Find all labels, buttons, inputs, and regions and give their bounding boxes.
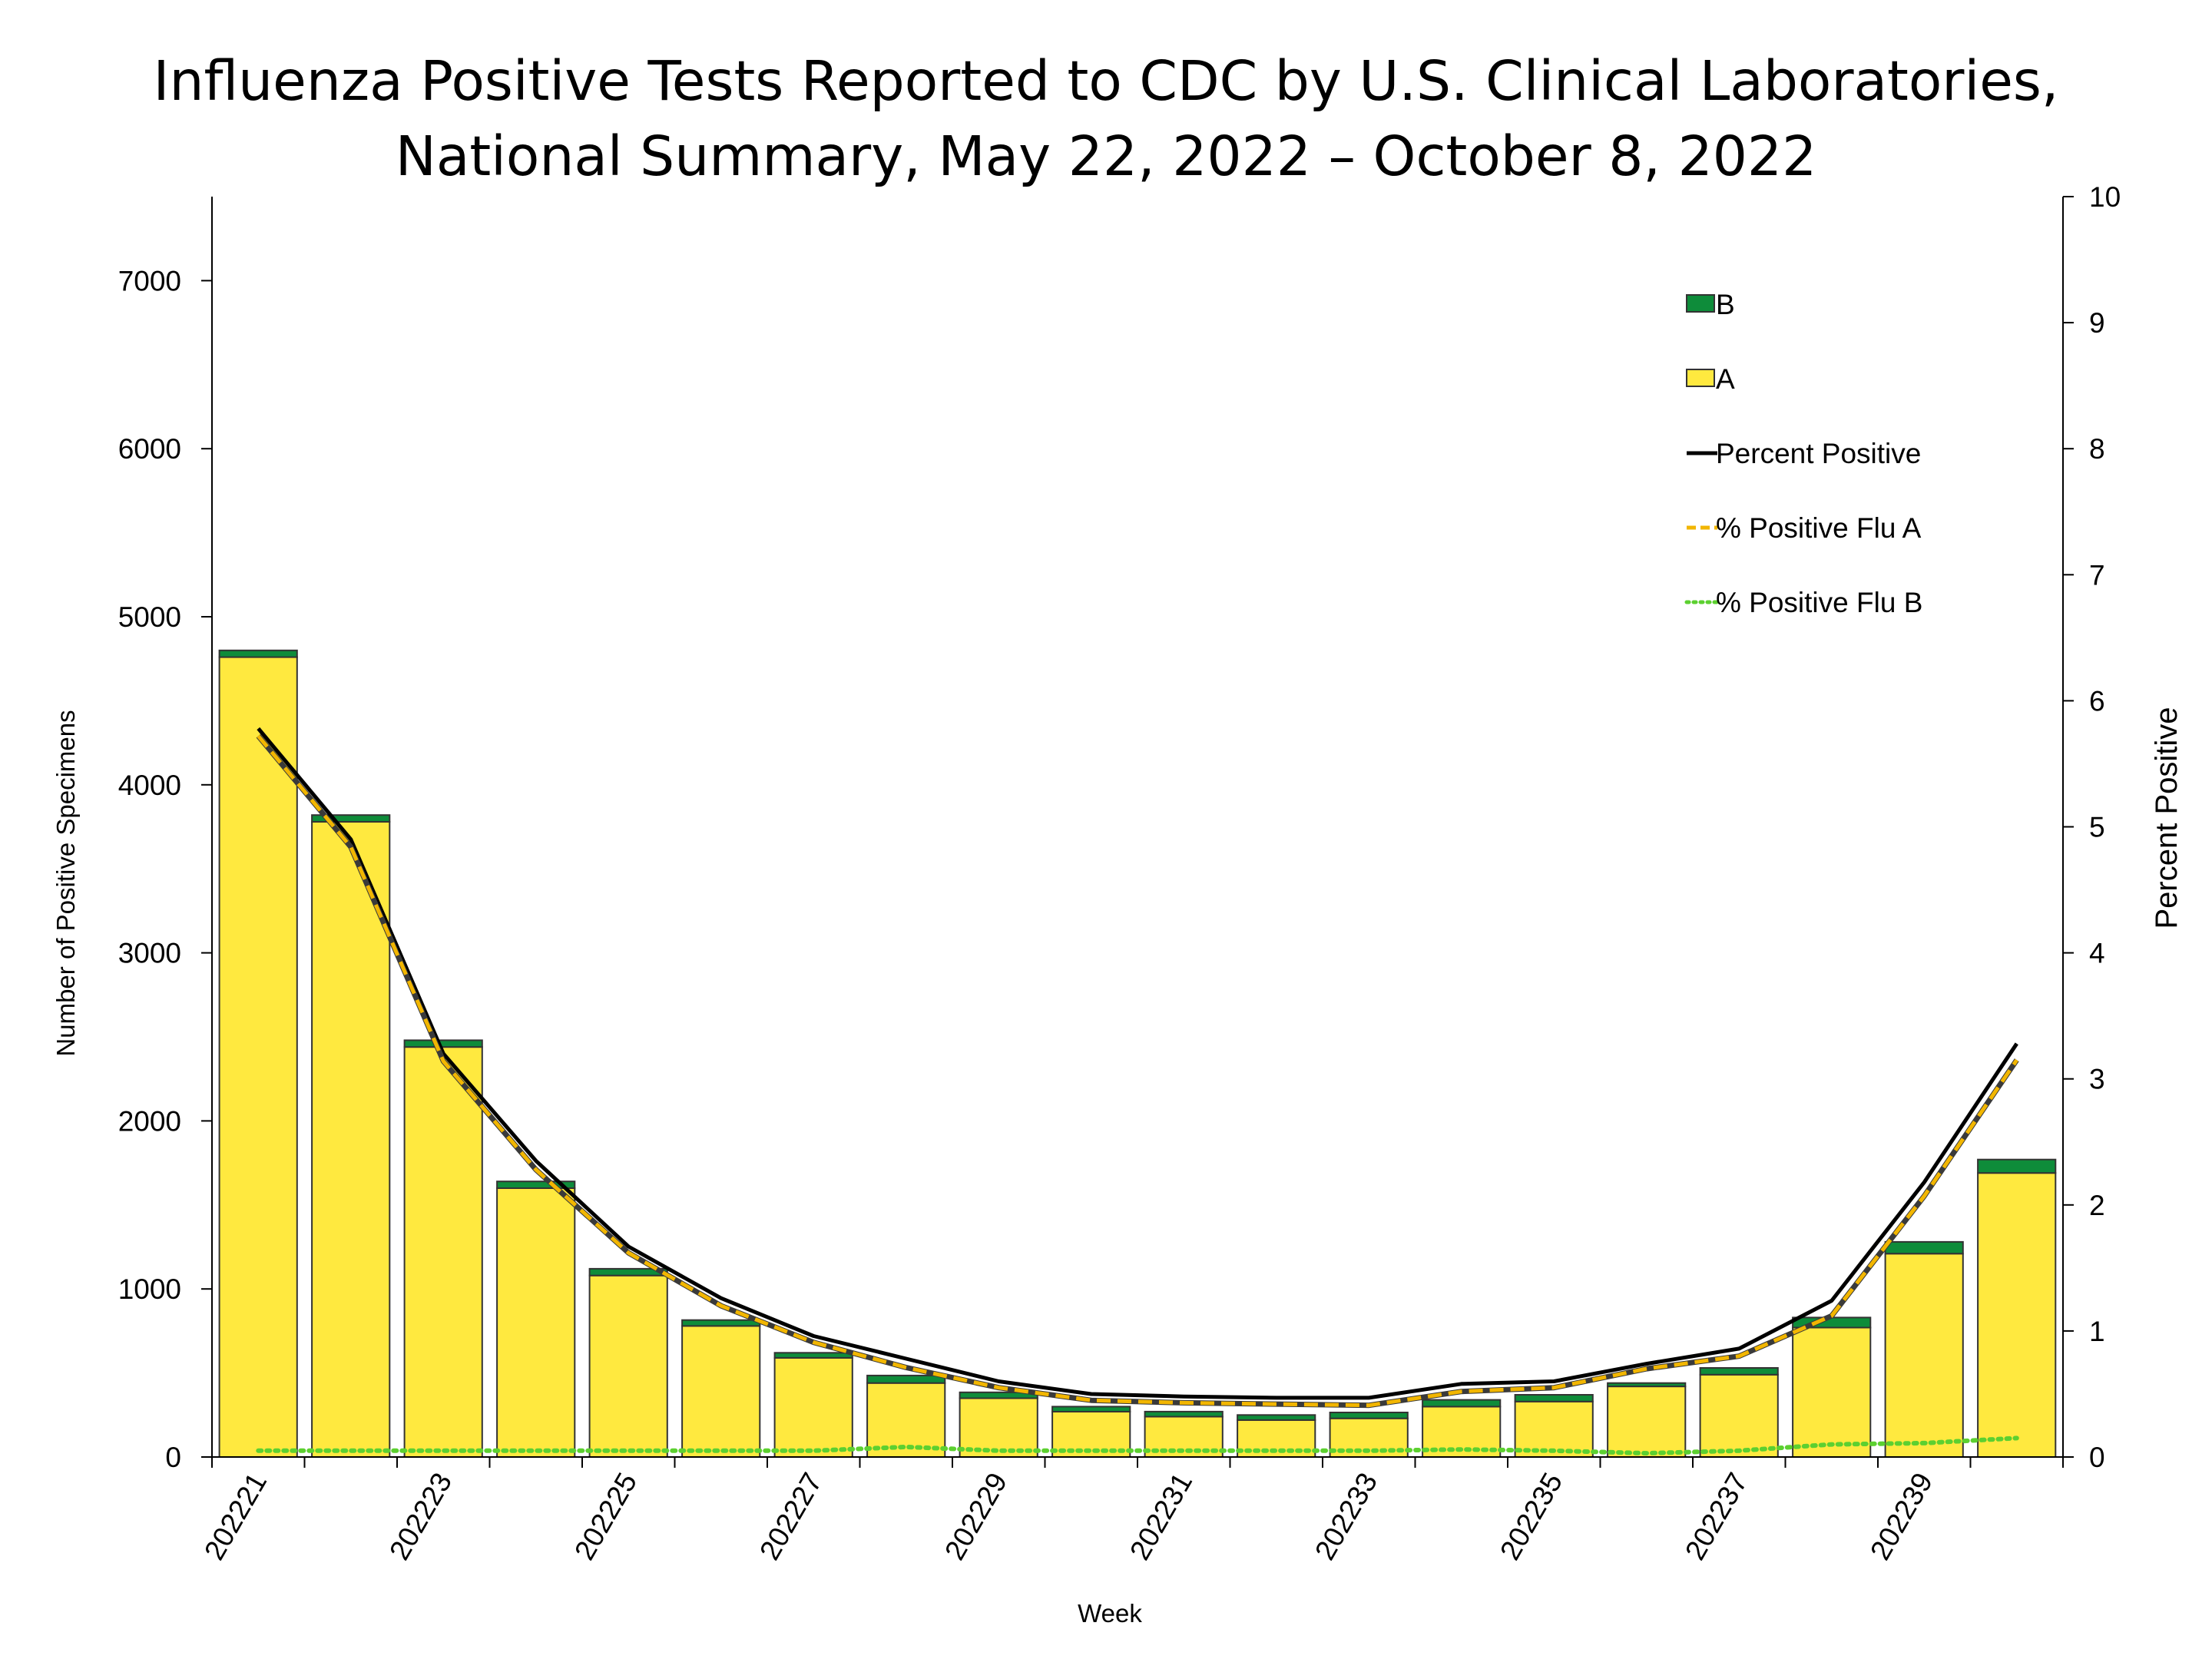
x-axis-label: Week: [1078, 1599, 1142, 1628]
y-right-tick-label: 9: [2089, 307, 2105, 339]
legend-label-b: B: [1716, 289, 1735, 320]
bar-b-202239: [1884, 1240, 1964, 1255]
y-right-tick-label: 2: [2089, 1190, 2105, 1221]
bar-b-202223: [403, 1039, 483, 1048]
legend-label-percent-positive: Percent Positive: [1716, 438, 1921, 469]
x-tick-label: 202233: [1309, 1468, 1383, 1565]
x-tick-label: 202235: [1494, 1468, 1568, 1565]
bar-a-202236: [1607, 1386, 1687, 1458]
bar-a-202225: [588, 1274, 668, 1458]
bar-b-202222: [311, 814, 391, 823]
x-tick-label: 202229: [939, 1468, 1013, 1565]
y-right-tick-label: 0: [2089, 1442, 2105, 1473]
line-positive-flu-b: [256, 1435, 2019, 1456]
legend-label-positive-flu-b: % Positive Flu B: [1716, 587, 1922, 618]
bar-a-202240: [1977, 1172, 2057, 1458]
legend-swatch-a: [1686, 369, 1715, 387]
bar-b-202240: [1977, 1158, 2057, 1174]
bar-a-202226: [681, 1325, 761, 1459]
bar-a-202221: [218, 656, 298, 1458]
bar-b-202237: [1699, 1367, 1779, 1376]
bar-a-202227: [773, 1356, 853, 1459]
bar-b-202231: [1144, 1410, 1224, 1418]
lines-layer: [256, 727, 2019, 1456]
y-left-tick-label: 6000: [118, 433, 181, 465]
bars-layer: [218, 649, 2057, 1459]
x-tick-label: 202237: [1679, 1468, 1753, 1565]
x-tick-label: 202223: [383, 1468, 458, 1565]
bar-a-202238: [1792, 1326, 1872, 1458]
bar-a-202228: [866, 1382, 946, 1458]
x-tick-label: 202227: [753, 1468, 828, 1565]
y-left-tick-label: 4000: [118, 770, 181, 801]
legend-layer: B A Percent Positive % Positive Flu A % Posi…: [1684, 289, 1922, 618]
x-tick-label: 202225: [568, 1468, 643, 1565]
x-tick-label: 202231: [1124, 1468, 1198, 1565]
legend-swatch-b: [1686, 294, 1715, 313]
y-right-tick-label: 4: [2089, 938, 2105, 969]
x-tick-label: 202239: [1864, 1468, 1939, 1565]
bar-b-202234: [1422, 1399, 1502, 1408]
bar-a-202235: [1514, 1400, 1594, 1459]
bar-b-202233: [1329, 1412, 1409, 1419]
bar-a-202239: [1884, 1253, 1964, 1459]
y-left-tick-label: 7000: [118, 265, 181, 296]
y-right-tick-label: 7: [2089, 559, 2105, 591]
bar-b-202227: [773, 1352, 853, 1359]
legend-label-a: A: [1716, 363, 1735, 395]
legend-label-positive-flu-a: % Positive Flu A: [1716, 512, 1922, 544]
y-left-tick-label: 2000: [118, 1105, 181, 1137]
bar-a-202224: [496, 1187, 576, 1459]
y-right-tick-label: 6: [2089, 685, 2105, 717]
y-right-tick-label: 3: [2089, 1064, 2105, 1095]
line-percent-positive: [257, 727, 2018, 1400]
bar-b-202226: [681, 1319, 761, 1327]
bar-b-202224: [496, 1181, 576, 1189]
bar-b-202221: [218, 649, 298, 658]
bar-b-202236: [1607, 1382, 1687, 1388]
bar-b-202228: [866, 1374, 946, 1384]
x-tick-label: 202221: [198, 1468, 273, 1565]
bar-a-202229: [959, 1397, 1038, 1459]
y-right-tick-label: 5: [2089, 812, 2105, 843]
line-positive-flu-a: [257, 734, 2018, 1408]
bar-a-202222: [311, 820, 391, 1458]
y-right-tick-label: 10: [2089, 181, 2121, 213]
y-left-tick-label: 3000: [118, 938, 181, 969]
y-left-tick-label: 1000: [118, 1273, 181, 1305]
y-right-tick-label: 1: [2089, 1316, 2105, 1347]
bar-b-202235: [1514, 1394, 1594, 1402]
y-left-tick-label: 5000: [118, 601, 181, 633]
bar-b-202230: [1051, 1406, 1131, 1413]
bar-b-202232: [1237, 1414, 1316, 1421]
bar-a-202223: [403, 1046, 483, 1458]
y-axis-label-left: Number of Positive Specimens: [51, 710, 80, 1056]
chart-title-line-2: National Summary, May 22, 2022 – October…: [395, 124, 1817, 188]
y-axis-label-right: Percent Positive: [2150, 707, 2184, 929]
y-right-tick-label: 8: [2089, 433, 2105, 465]
y-left-tick-label: 0: [165, 1442, 181, 1473]
chart-title-line-1: Influenza Positive Tests Reported to CDC…: [153, 49, 2059, 113]
bar-a-202237: [1699, 1373, 1779, 1459]
